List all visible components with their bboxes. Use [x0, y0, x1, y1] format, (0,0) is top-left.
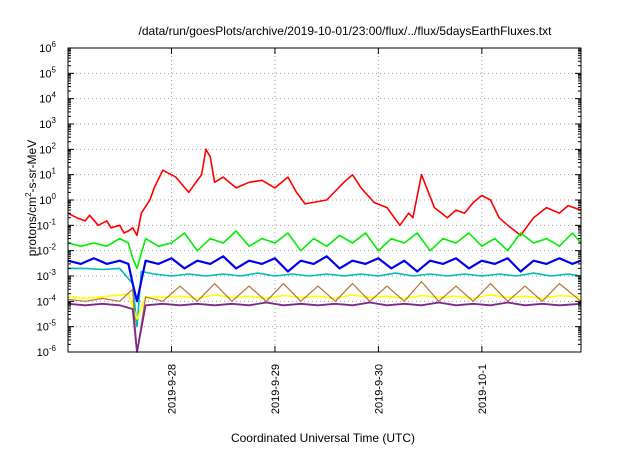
y-tick-base: 10: [39, 119, 51, 131]
y-tick-base: 10: [37, 220, 49, 232]
y-tick-base: 10: [37, 322, 49, 334]
series-line-5: [67, 292, 582, 320]
y-tick-label: 101: [39, 167, 56, 182]
y-axis-label-sup: 2: [24, 192, 33, 197]
y-tick-base: 10: [37, 296, 49, 308]
y-tick-exponent: -5: [49, 319, 57, 328]
y-tick-exponent: -4: [49, 293, 57, 302]
x-tick-label: 2019-9-30: [373, 364, 385, 414]
y-tick-label: 10-3: [37, 268, 57, 283]
y-tick-base: 10: [39, 144, 51, 156]
series-line-3: [68, 267, 582, 328]
y-tick-exponent: -1: [49, 217, 57, 226]
tick-layer: 10-610-510-410-310-210-11001011021031041…: [37, 40, 581, 414]
series-line-2: [67, 230, 582, 270]
y-tick-base: 10: [39, 68, 51, 80]
y-tick-exponent: -3: [49, 268, 57, 277]
series-line-6: [67, 281, 582, 353]
y-tick-label: 106: [39, 40, 56, 55]
y-axis-label-prefix: protons/cm: [25, 197, 39, 256]
y-tick-exponent: 4: [52, 91, 57, 100]
x-tick-label: 2019-9-29: [270, 364, 282, 414]
y-tick-exponent: 6: [52, 40, 57, 49]
y-tick-label: 10-5: [37, 319, 57, 334]
x-tick-label: 2019-10-1: [477, 364, 489, 414]
y-tick-exponent: 2: [52, 141, 57, 150]
y-tick-label: 10-6: [37, 344, 57, 359]
series-line-4: [67, 255, 582, 303]
x-tick-label: 2019-9-28: [166, 364, 178, 414]
y-tick-label: 102: [39, 141, 56, 156]
y-tick-base: 10: [37, 347, 49, 359]
x-axis-label: Coordinated Universal Time (UTC): [231, 431, 415, 445]
y-tick-label: 104: [39, 91, 56, 106]
y-tick-label: 10-1: [37, 217, 57, 232]
series-line-1: [67, 148, 582, 237]
y-tick-base: 10: [39, 43, 51, 55]
y-tick-exponent: 5: [52, 65, 57, 74]
y-tick-base: 10: [39, 195, 51, 207]
series-line-7: [67, 301, 582, 353]
y-tick-exponent: 0: [52, 192, 57, 201]
y-axis-label-suffix: -s-sr-MeV: [25, 140, 39, 193]
y-tick-exponent: -6: [49, 344, 57, 353]
y-tick-base: 10: [39, 170, 51, 182]
chart-title: /data/run/goesPlots/archive/2019-10-01/2…: [139, 24, 553, 38]
y-tick-exponent: 3: [52, 116, 57, 125]
y-tick-base: 10: [37, 271, 49, 283]
y-tick-label: 10-2: [37, 243, 57, 258]
y-axis-label: protons/cm2-s-sr-MeV: [24, 140, 39, 256]
series-layer: [67, 148, 582, 353]
y-tick-label: 103: [39, 116, 56, 131]
y-tick-label: 100: [39, 192, 56, 207]
y-tick-exponent: 1: [52, 167, 57, 176]
y-tick-exponent: -2: [49, 243, 57, 252]
y-tick-base: 10: [39, 94, 51, 106]
y-tick-label: 10-4: [37, 293, 57, 308]
y-tick-base: 10: [37, 246, 49, 258]
y-tick-label: 105: [39, 65, 56, 80]
